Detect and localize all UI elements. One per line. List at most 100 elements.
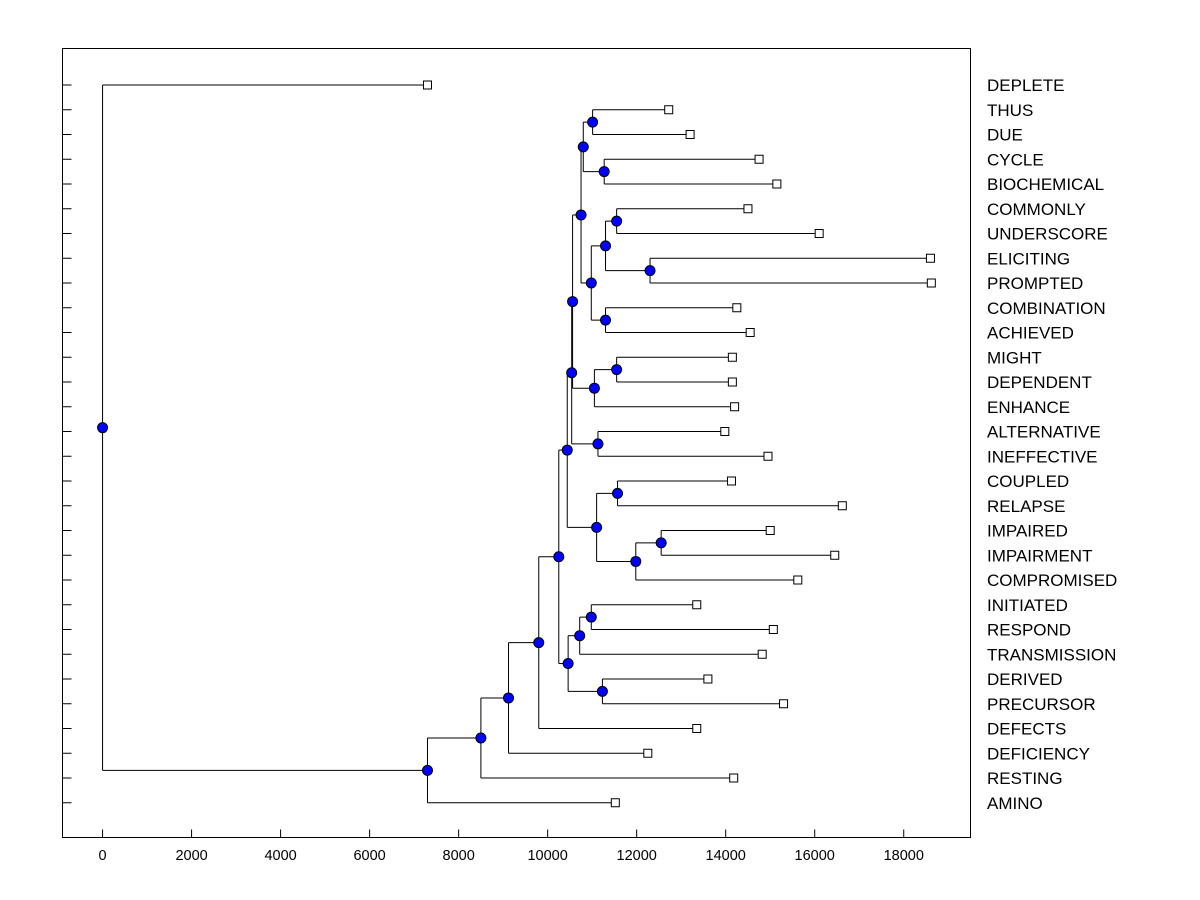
merge-node-n23 xyxy=(562,658,574,670)
merge-node-n2 xyxy=(598,166,610,178)
leaf-marker-enhance xyxy=(730,402,740,412)
leaf-label-ineffective: INEFFECTIVE xyxy=(987,447,1098,466)
merge-node-n16 xyxy=(655,537,667,549)
merge-node-n17 xyxy=(630,555,642,567)
dendrogram-merge-nodes xyxy=(97,116,667,776)
leaf-label-due: DUE xyxy=(987,126,1023,145)
plot-frame xyxy=(62,48,971,838)
leaf-label-relapse: RELAPSE xyxy=(987,497,1065,516)
leaf-label-cycle: CYCLE xyxy=(987,150,1044,169)
leaf-label-enhance: ENHANCE xyxy=(987,398,1070,417)
leaf-label-underscore: UNDERSCORE xyxy=(987,225,1108,244)
merge-node-n14 xyxy=(566,367,578,379)
leaf-label-defects: DEFECTS xyxy=(987,720,1066,739)
merge-node-n20 xyxy=(585,611,597,623)
x-axis: 0 2000 4000 6000 8000 10000 12000 14000 16000 180… xyxy=(99,829,924,864)
merge-node-n18 xyxy=(591,521,603,533)
leaf-label-impairment: IMPAIRMENT xyxy=(987,546,1092,565)
x-tick-label-12000: 12000 xyxy=(617,848,657,864)
leaf-label-combination: COMBINATION xyxy=(987,299,1106,318)
leaf-marker-alternative xyxy=(720,427,730,436)
dendrogram-leaves xyxy=(422,80,936,808)
leaf-marker-compromised xyxy=(793,575,803,585)
leaf-marker-achieved xyxy=(745,328,755,337)
merge-node-n24 xyxy=(553,551,565,563)
leaf-marker-resting xyxy=(729,773,739,783)
leaf-marker-impairment xyxy=(830,550,840,560)
merge-node-n11 xyxy=(588,382,600,394)
merge-node-n3 xyxy=(577,141,589,153)
leaf-marker-due xyxy=(685,130,695,139)
x-tick-label-16000: 16000 xyxy=(795,848,835,864)
merge-node-n26 xyxy=(502,692,514,704)
dendrogram-links xyxy=(102,84,932,804)
merge-node-n7 xyxy=(600,314,612,326)
leaf-label-might: MIGHT xyxy=(987,348,1042,367)
x-tick-label-6000: 6000 xyxy=(353,848,385,864)
leaf-label-initiated: INITIATED xyxy=(987,596,1068,615)
leaf-marker-might xyxy=(727,352,737,362)
merge-node-n22 xyxy=(596,685,608,697)
leaf-marker-commonly xyxy=(743,204,753,214)
merge-node-n1 xyxy=(587,116,599,128)
leaf-marker-defects xyxy=(692,724,702,733)
leaf-marker-combination xyxy=(732,303,742,313)
leaf-marker-relapse xyxy=(837,501,847,511)
leaf-marker-biochemical xyxy=(772,179,782,189)
merge-node-n12 xyxy=(567,296,579,308)
leaf-marker-eliciting xyxy=(925,253,935,263)
leaf-label-transmission: TRANSMISSION xyxy=(987,645,1116,664)
left-tick-marks xyxy=(62,84,72,804)
leaf-marker-derived xyxy=(703,674,713,684)
leaf-label-derived: DERIVED xyxy=(987,670,1063,689)
leaf-label-biochemical: BIOCHEMICAL xyxy=(987,175,1104,194)
merge-node-n6 xyxy=(600,240,612,252)
merge-node-n25 xyxy=(533,637,545,649)
leaf-marker-cycle xyxy=(754,154,764,164)
merge-node-n4 xyxy=(611,215,623,227)
leaf-marker-ineffective xyxy=(763,451,773,461)
leaf-marker-dependent xyxy=(727,377,737,387)
leaf-label-amino: AMINO xyxy=(987,794,1043,813)
leaf-label-thus: THUS xyxy=(987,101,1033,120)
leaf-label-resting: RESTING xyxy=(987,769,1063,788)
merge-node-n13 xyxy=(592,438,604,450)
x-tick-label-8000: 8000 xyxy=(443,848,475,864)
leaf-marker-initiated xyxy=(692,600,702,610)
leaf-label-eliciting: ELICITING xyxy=(987,249,1070,268)
leaf-marker-thus xyxy=(664,105,674,115)
leaf-label-dependent: DEPENDENT xyxy=(987,373,1092,392)
leaf-marker-impaired xyxy=(765,526,775,535)
merge-node-n15 xyxy=(612,487,624,499)
leaf-marker-prompted xyxy=(926,278,936,288)
leaf-marker-amino xyxy=(610,798,620,808)
x-tick-label-4000: 4000 xyxy=(264,848,296,864)
leaf-marker-respond xyxy=(768,625,778,634)
x-tick-label-2000: 2000 xyxy=(175,848,207,864)
x-tick-label-18000: 18000 xyxy=(884,848,924,864)
merge-node-n8 xyxy=(585,277,597,289)
leaf-label-prompted: PROMPTED xyxy=(987,274,1083,293)
leaf-label-deficiency: DEFICIENCY xyxy=(987,744,1090,763)
leaf-label-commonly: COMMONLY xyxy=(987,200,1086,219)
merge-node-n5 xyxy=(644,265,656,277)
leaf-label-precursor: PRECURSOR xyxy=(987,695,1096,714)
leaf-marker-underscore xyxy=(814,229,824,238)
leaf-labels: DEPLETE THUS DUE CYCLE BIOCHEMICAL COMMONLY UN… xyxy=(987,76,1117,813)
merge-node-n28 xyxy=(421,764,433,776)
leaf-label-respond: RESPOND xyxy=(987,621,1071,640)
x-tick-label-14000: 14000 xyxy=(706,848,746,864)
leaf-marker-deficiency xyxy=(643,748,653,758)
leaf-label-deplete: DEPLETE xyxy=(987,76,1064,95)
merge-node-n9 xyxy=(575,209,587,221)
merge-node-n21 xyxy=(574,630,586,642)
leaf-label-impaired: IMPAIRED xyxy=(987,522,1068,541)
merge-node-n27 xyxy=(475,732,487,744)
leaf-label-achieved: ACHIEVED xyxy=(987,324,1074,343)
leaf-label-compromised: COMPROMISED xyxy=(987,571,1117,590)
x-tick-label-0: 0 xyxy=(99,848,107,864)
merge-node-n19 xyxy=(561,444,573,456)
leaf-marker-deplete xyxy=(422,80,432,90)
x-tick-label-10000: 10000 xyxy=(527,848,567,864)
